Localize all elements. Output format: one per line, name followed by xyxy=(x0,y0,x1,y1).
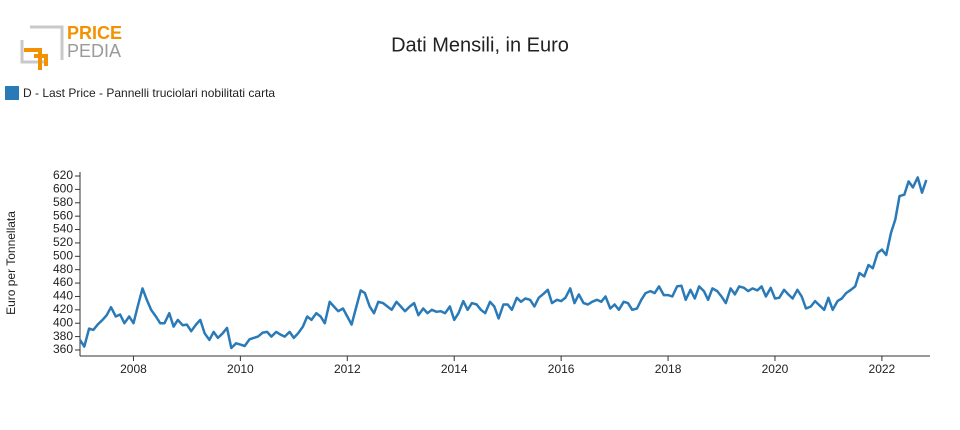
x-tick-label: 2022 xyxy=(869,362,896,376)
chart-title: Dati Mensili, in Euro xyxy=(391,34,569,56)
y-tick-label: 460 xyxy=(53,275,73,289)
y-tick-label: 400 xyxy=(53,315,73,329)
y-tick-label: 500 xyxy=(53,248,73,262)
y-tick-label: 540 xyxy=(53,222,73,236)
y-tick-label: 480 xyxy=(53,262,73,276)
logo-mark xyxy=(24,48,48,70)
logo-text: PRICE xyxy=(67,23,122,43)
legend-label: D - Last Price - Pannelli truciolari nob… xyxy=(23,86,275,100)
y-tick-label: 420 xyxy=(53,302,73,316)
logo-text: PEDIA xyxy=(67,41,121,61)
y-tick-label: 360 xyxy=(53,342,73,356)
y-tick-label: 520 xyxy=(53,235,73,249)
y-axis-label: Euro per Tonnellata xyxy=(4,211,18,315)
x-tick-label: 2014 xyxy=(441,362,468,376)
x-tick-label: 2018 xyxy=(655,362,682,376)
y-tick-label: 560 xyxy=(53,208,73,222)
y-tick-label: 600 xyxy=(53,182,73,196)
y-tick-label: 580 xyxy=(53,195,73,209)
logo: PRICE PEDIA xyxy=(20,23,122,70)
x-tick-label: 2020 xyxy=(762,362,789,376)
x-tick-label: 2010 xyxy=(227,362,254,376)
y-tick-label: 380 xyxy=(53,329,73,343)
x-tick-label: 2012 xyxy=(334,362,361,376)
legend-swatch xyxy=(5,86,19,100)
y-tick-label: 620 xyxy=(53,168,73,182)
series-line xyxy=(78,176,928,350)
x-tick-label: 2008 xyxy=(120,362,147,376)
x-tick-label: 2016 xyxy=(548,362,575,376)
y-tick-label: 440 xyxy=(53,289,73,303)
